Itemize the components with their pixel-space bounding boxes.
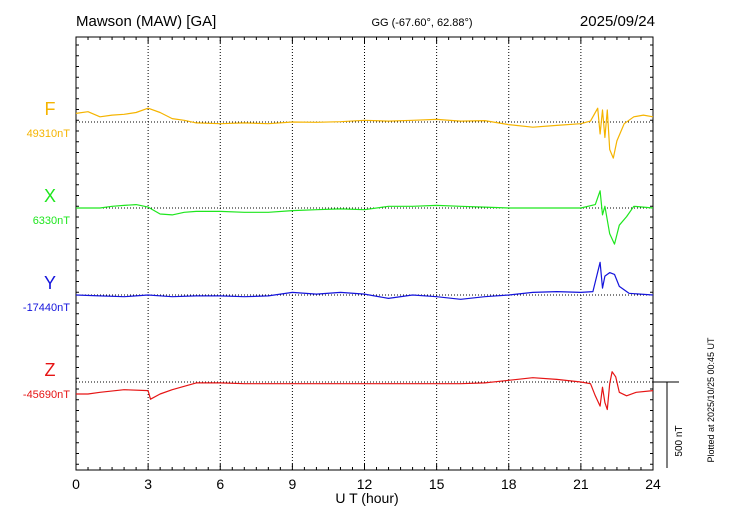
x-tick-label: 6 [216, 476, 224, 492]
x-tick-label: 3 [144, 476, 152, 492]
x-tick-label: 21 [573, 476, 589, 492]
series-f-line [75, 107, 654, 159]
plotted-timestamp: Plotted at 2025/10/25 00:45 UT [706, 337, 716, 463]
series-x-label: X [44, 186, 56, 206]
x-tick-label: 24 [645, 476, 661, 492]
scale-bar-label: 500 nT [674, 425, 685, 456]
series-y-label: Y [44, 273, 56, 293]
x-tick-label: 12 [357, 476, 373, 492]
series-y-baseline-value: -17440nT [23, 302, 70, 314]
series-z-line [76, 371, 654, 411]
series-x-baseline-value: 6330nT [33, 215, 71, 227]
series-y-line [75, 261, 654, 300]
x-tick-label: 15 [429, 476, 445, 492]
series-x-line [76, 190, 654, 245]
series-f-label: F [45, 99, 56, 119]
series-z-label: Z [45, 360, 56, 380]
series-z-baseline-value: -45690nT [23, 389, 70, 401]
x-tick-label: 0 [72, 476, 80, 492]
station-coordinates: GG (-67.60°, 62.88°) [371, 17, 472, 29]
plot-date: 2025/09/24 [580, 13, 655, 30]
x-tick-label: 18 [501, 476, 517, 492]
x-tick-label: 9 [288, 476, 296, 492]
x-axis-label: U T (hour) [335, 490, 398, 506]
station-title: Mawson (MAW) [GA] [76, 13, 216, 30]
series-f-baseline-value: 49310nT [27, 128, 71, 140]
